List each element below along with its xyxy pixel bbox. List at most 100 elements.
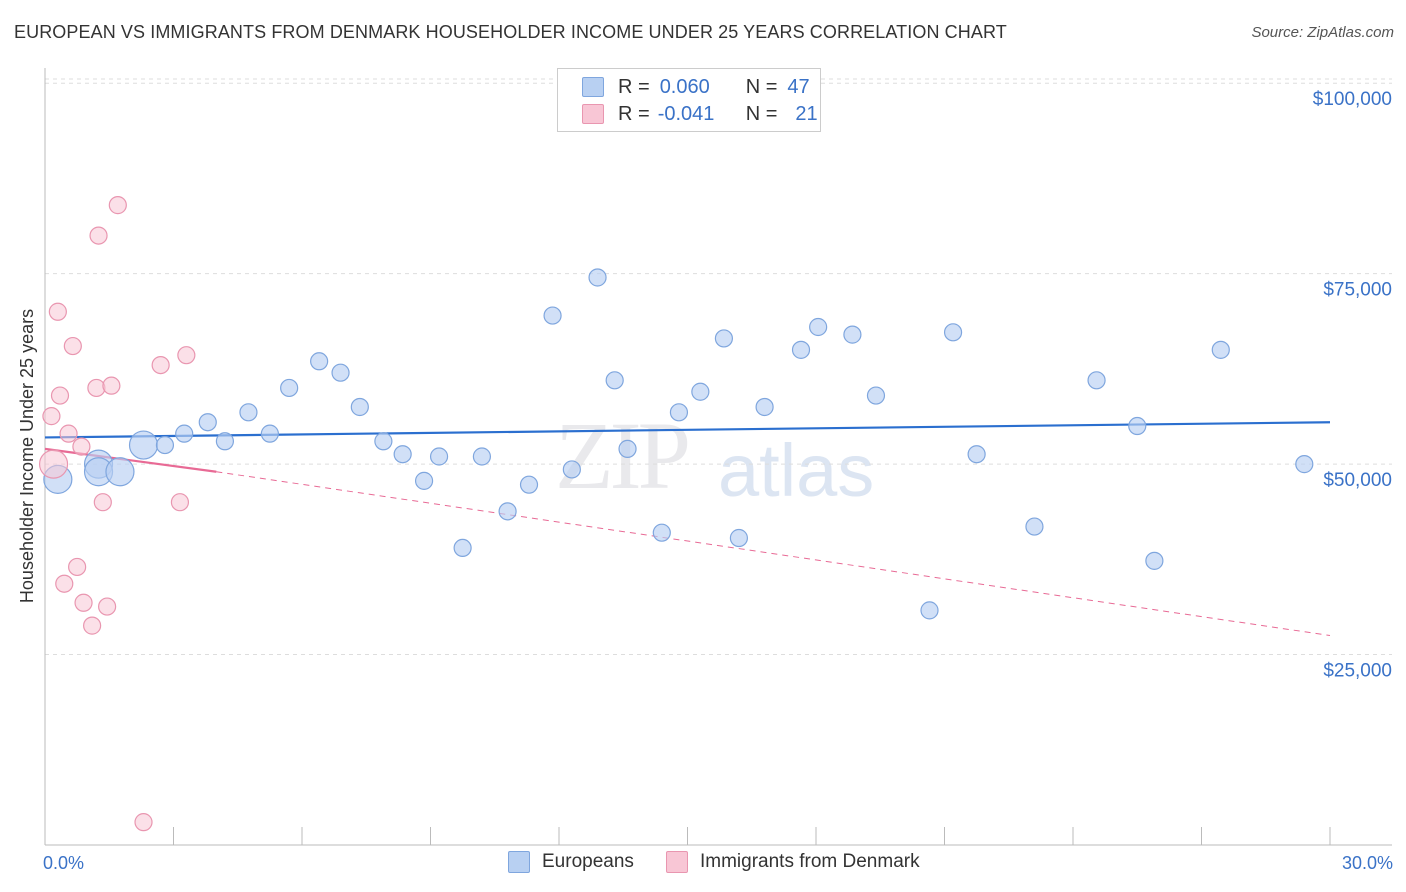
legend-item-europeans[interactable]: Europeans bbox=[508, 851, 634, 873]
denmark-point bbox=[93, 493, 112, 512]
europeans-point bbox=[239, 403, 258, 422]
correlation-legend: R = 0.060 N = 47 R = -0.041 N = 21 bbox=[557, 68, 821, 132]
europeans-point bbox=[588, 268, 607, 287]
legend-row-denmark: R = -0.041 N = 21 bbox=[582, 101, 818, 127]
europeans-point bbox=[755, 397, 774, 417]
y-tick-label: $25,000 bbox=[1323, 661, 1392, 682]
n-label: N = bbox=[745, 75, 778, 98]
europeans-point bbox=[1087, 371, 1106, 390]
denmark-point bbox=[55, 574, 74, 593]
denmark-point bbox=[48, 302, 67, 321]
n-value: 47 bbox=[787, 75, 810, 98]
europeans-legend-swatch bbox=[508, 851, 530, 873]
europeans-point bbox=[967, 445, 986, 464]
europeans-point bbox=[155, 435, 175, 455]
europeans-point bbox=[562, 460, 581, 479]
europeans-point bbox=[498, 502, 517, 521]
denmark-trend-line bbox=[44, 447, 217, 473]
europeans-point bbox=[1025, 517, 1044, 536]
r-value: 0.060 bbox=[659, 75, 710, 98]
europeans-point bbox=[618, 439, 637, 458]
europeans-point bbox=[920, 601, 939, 620]
denmark-point bbox=[72, 437, 91, 456]
europeans-point bbox=[350, 397, 369, 417]
europeans-point bbox=[809, 317, 828, 337]
source-credit: Source: ZipAtlas.com bbox=[1251, 24, 1394, 41]
europeans-legend-label: Europeans bbox=[542, 851, 634, 872]
europeans-point bbox=[943, 323, 963, 342]
denmark-point bbox=[89, 226, 108, 245]
denmark-trend-line-extrapolated bbox=[216, 471, 1331, 637]
europeans-point bbox=[1145, 551, 1164, 570]
x-tick-label-max: 30.0% bbox=[1342, 853, 1393, 873]
denmark-point bbox=[134, 813, 153, 832]
europeans-point bbox=[1211, 340, 1230, 359]
europeans-point bbox=[393, 445, 412, 464]
y-tick-label: $75,000 bbox=[1323, 280, 1392, 301]
europeans-point bbox=[1295, 455, 1314, 474]
r-label: R = bbox=[618, 75, 650, 98]
europeans-point bbox=[260, 424, 279, 443]
denmark-point bbox=[68, 557, 87, 577]
denmark-point bbox=[177, 346, 196, 365]
n-value: 21 bbox=[795, 102, 818, 125]
denmark-point bbox=[151, 355, 170, 375]
europeans-point bbox=[605, 371, 624, 390]
denmark-point bbox=[38, 449, 69, 479]
n-label: N = bbox=[745, 102, 778, 125]
r-label: R = bbox=[618, 102, 650, 125]
denmark-point bbox=[98, 597, 117, 616]
europeans-point bbox=[453, 538, 472, 558]
europeans-point bbox=[843, 325, 862, 344]
denmark-point bbox=[108, 196, 127, 215]
europeans-point bbox=[310, 352, 329, 371]
r-value: -0.041 bbox=[657, 102, 715, 125]
denmark-point bbox=[102, 376, 121, 395]
watermark-atlas: atlas bbox=[718, 429, 875, 512]
denmark-point bbox=[87, 378, 106, 398]
chart-title: EUROPEAN VS IMMIGRANTS FROM DENMARK HOUS… bbox=[14, 22, 1007, 42]
europeans-point bbox=[652, 523, 671, 542]
legend-row-europeans: R = 0.060 N = 47 bbox=[582, 74, 810, 100]
denmark-legend-label: Immigrants from Denmark bbox=[700, 851, 920, 872]
denmark-point bbox=[59, 424, 78, 443]
europeans-point bbox=[374, 432, 393, 451]
axes bbox=[44, 68, 1392, 846]
y-tick-label: $100,000 bbox=[1313, 89, 1392, 110]
grid-lines bbox=[45, 78, 1392, 656]
europeans-point bbox=[198, 413, 217, 432]
europeans-point bbox=[714, 329, 734, 348]
data-points bbox=[38, 196, 1314, 832]
denmark-point bbox=[74, 593, 93, 612]
y-tick-label: $50,000 bbox=[1323, 470, 1392, 491]
series-legend: Europeans Immigrants from Denmark bbox=[0, 851, 1406, 877]
europeans-point bbox=[429, 447, 449, 466]
denmark-legend-swatch bbox=[666, 851, 688, 873]
europeans-point bbox=[414, 471, 434, 490]
europeans-point bbox=[472, 447, 491, 466]
europeans-point bbox=[691, 382, 710, 401]
denmark-point bbox=[83, 616, 102, 635]
europeans-point bbox=[105, 457, 135, 487]
axis-labels: $25,000 $50,000 $75,000 $100,000 0.0% 30.0% Ho… bbox=[17, 89, 1393, 873]
europeans-point bbox=[866, 386, 886, 405]
europeans-point bbox=[669, 403, 689, 422]
europeans-trend-line bbox=[44, 421, 1331, 439]
europeans-point bbox=[791, 340, 811, 359]
x-tick-label-min: 0.0% bbox=[43, 853, 84, 873]
europeans-point bbox=[1128, 416, 1147, 436]
legend-item-denmark[interactable]: Immigrants from Denmark bbox=[666, 851, 920, 873]
denmark-point bbox=[170, 493, 190, 512]
europeans-point bbox=[128, 430, 159, 460]
europeans-point bbox=[543, 306, 562, 325]
europeans-point bbox=[729, 528, 749, 548]
denmark-point bbox=[50, 386, 70, 405]
y-axis-label: Householder Income Under 25 years bbox=[17, 309, 37, 603]
europeans-point bbox=[215, 432, 234, 451]
europeans-points bbox=[43, 268, 1314, 620]
trend-lines bbox=[44, 421, 1331, 637]
europeans-swatch bbox=[582, 77, 604, 97]
denmark-point bbox=[63, 336, 82, 356]
europeans-point bbox=[331, 363, 350, 382]
